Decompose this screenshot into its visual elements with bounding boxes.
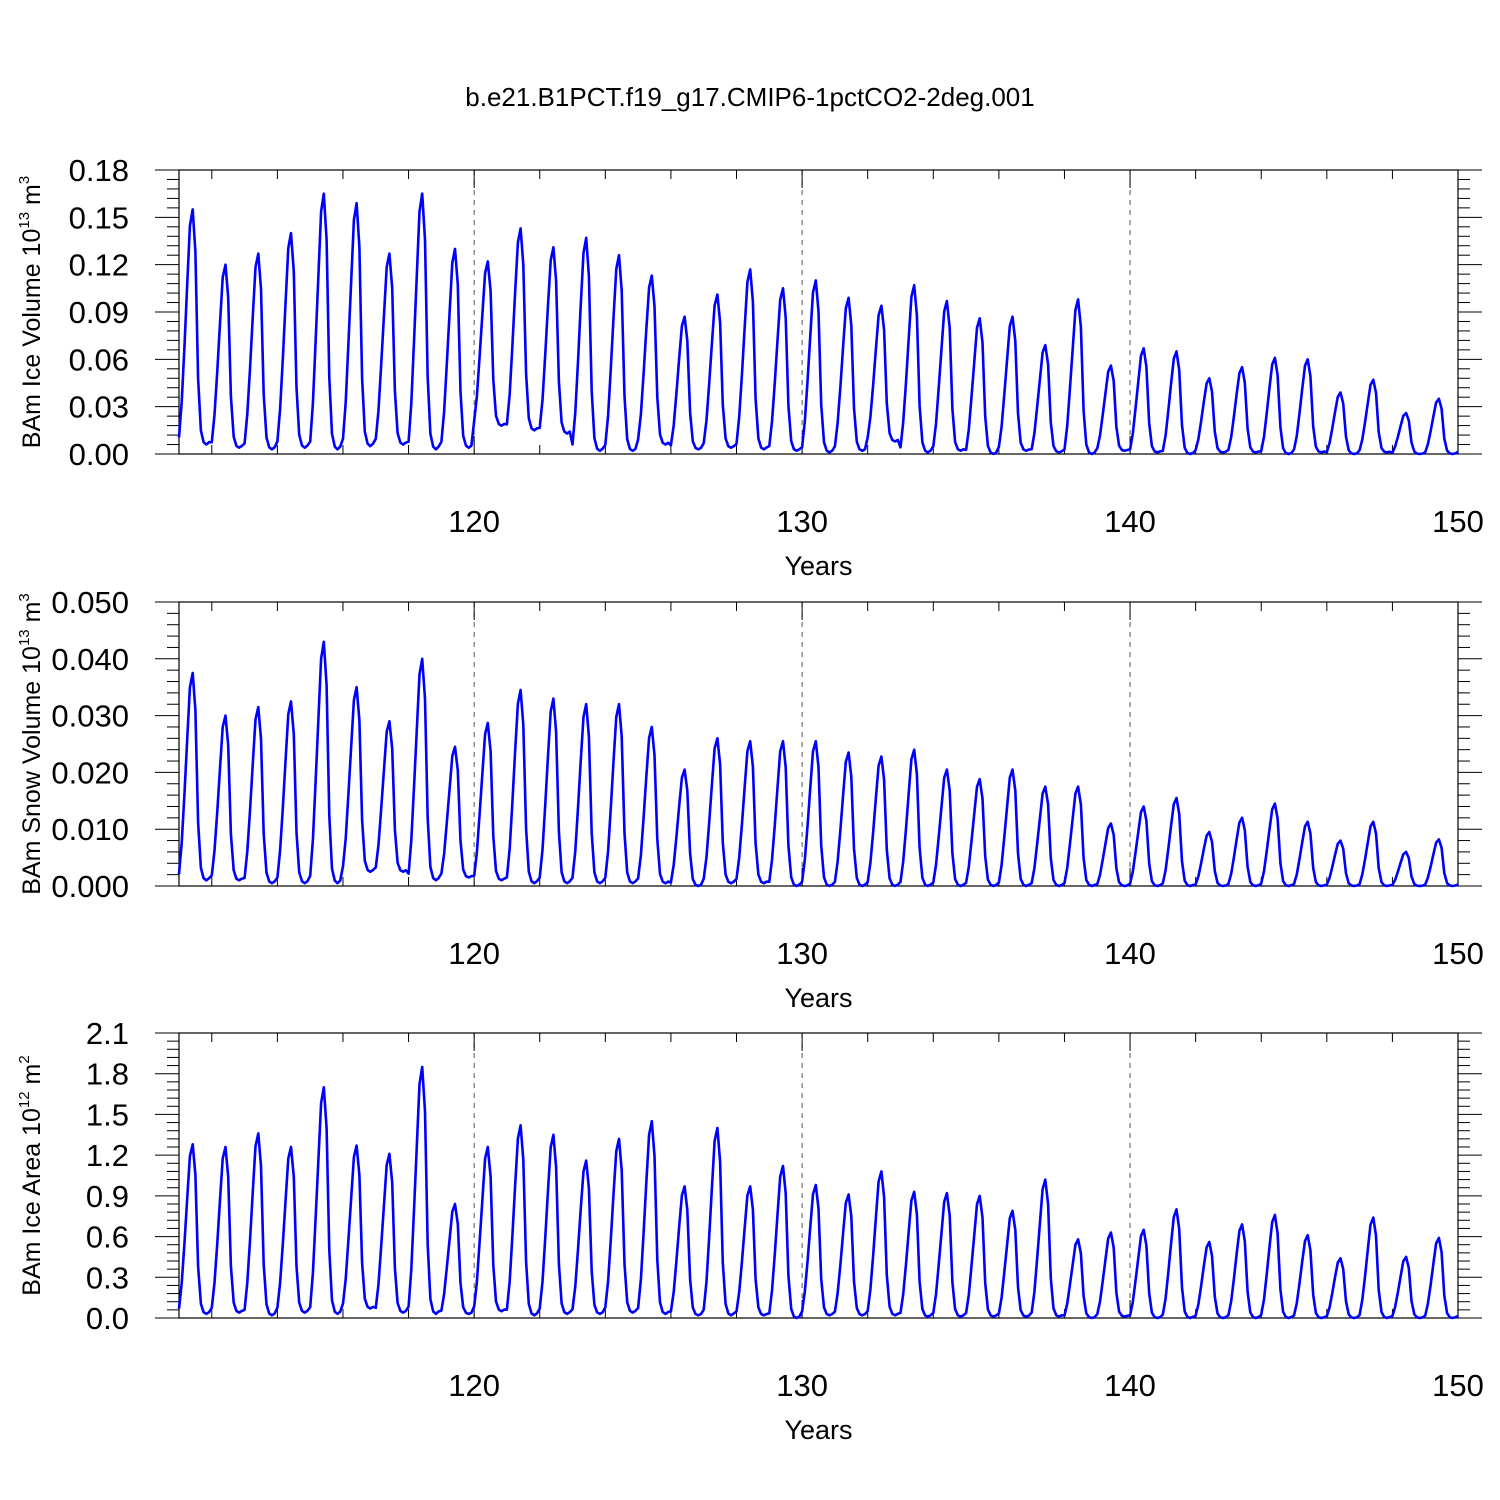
x-tick-label: 150 [1432, 504, 1484, 539]
plot-frame-2 [178, 601, 1459, 887]
y-axis-title: BAm Ice Area 1012 m2 [16, 1055, 46, 1295]
x-tick-label: 120 [448, 1368, 500, 1403]
series-line-1 [177, 192, 1459, 456]
y-tick-label: 0.010 [51, 812, 129, 847]
y-tick-label: 0.15 [69, 200, 129, 235]
y-tick-label: 0.3 [86, 1260, 129, 1295]
x-tick-label: 140 [1104, 1368, 1156, 1403]
y-tick-label: 0.6 [86, 1220, 129, 1255]
x-tick-label: 140 [1104, 936, 1156, 971]
y-tick-label: 0.040 [51, 642, 129, 677]
y-tick-label: 0.0 [86, 1301, 129, 1336]
x-tick-label: 140 [1104, 504, 1156, 539]
y-tick-label: 1.5 [86, 1097, 129, 1132]
x-axis-title: Years [784, 1415, 852, 1445]
y-tick-label: 0.000 [51, 869, 129, 904]
y-tick-label: 1.2 [86, 1138, 129, 1173]
y-tick-label: 0.12 [69, 248, 129, 283]
y-tick-label: 0.06 [69, 342, 129, 377]
y-tick-label: 0.9 [86, 1179, 129, 1214]
series-line-3 [177, 1065, 1459, 1320]
x-axis-title: Years [784, 551, 852, 581]
y-tick-label: 1.8 [86, 1057, 129, 1092]
y-tick-label: 0.09 [69, 295, 129, 330]
x-tick-label: 120 [448, 936, 500, 971]
series-line-2 [177, 640, 1459, 888]
plot-frame-3 [178, 1032, 1459, 1319]
y-tick-label: 0.03 [69, 390, 129, 425]
x-tick-label: 130 [776, 1368, 828, 1403]
y-axis-title: BAm Ice Volume 1013 m3 [16, 176, 46, 448]
y-tick-label: 0.00 [69, 437, 129, 472]
chart-title: b.e21.B1PCT.f19_g17.CMIP6-1pctCO2-2deg.0… [465, 82, 1034, 112]
y-tick-label: 0.050 [51, 585, 129, 620]
y-axis-title: BAm Snow Volume 1013 m3 [16, 593, 46, 895]
x-tick-label: 130 [776, 504, 828, 539]
y-tick-label: 0.020 [51, 755, 129, 790]
y-tick-label: 0.030 [51, 699, 129, 734]
x-axis-title: Years [784, 983, 852, 1013]
x-tick-label: 130 [776, 936, 828, 971]
x-tick-label: 120 [448, 504, 500, 539]
x-tick-label: 150 [1432, 1368, 1484, 1403]
x-tick-label: 150 [1432, 936, 1484, 971]
y-tick-label: 2.1 [86, 1016, 129, 1051]
y-tick-label: 0.18 [69, 153, 129, 188]
